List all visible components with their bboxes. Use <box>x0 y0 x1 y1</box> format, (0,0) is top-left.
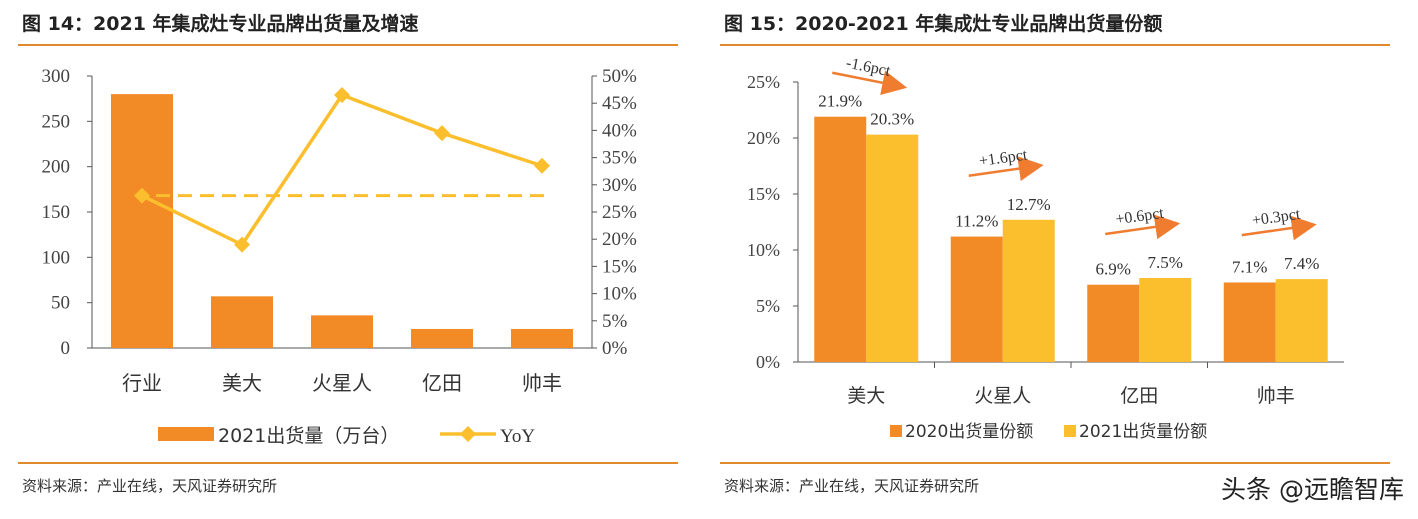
change-annotation: +0.3pct <box>1251 206 1302 230</box>
y-right-tick-label: 25% <box>602 202 637 223</box>
bar-火星人-s0 <box>950 236 1003 362</box>
bar-亿田 <box>411 328 473 348</box>
y-left-tick-label: 50 <box>51 293 70 314</box>
bar-帅丰 <box>511 328 573 348</box>
y-right-tick-label: 50% <box>602 66 637 87</box>
x-tick-label: 美大 <box>847 385 885 407</box>
change-annotation: +0.6pct <box>1114 205 1165 229</box>
bar-data-label: 20.3% <box>870 110 914 129</box>
x-tick-label: 帅丰 <box>522 371 562 395</box>
yoy-marker-帅丰 <box>534 157 550 174</box>
legend-bar-label: 2021出货量（万台） <box>218 425 399 447</box>
figure-14-title: 图 14：2021 年集成灶专业品牌出货量及增速 <box>22 13 419 35</box>
y-left-tick-label: 300 <box>42 66 71 87</box>
change-arrow <box>1241 215 1317 241</box>
y-right-tick-label: 40% <box>602 120 637 141</box>
y-left-tick-label: 200 <box>42 157 71 178</box>
legend-2021-swatch <box>1064 425 1076 437</box>
change-arrow <box>968 156 1044 181</box>
bar-data-label: 12.7% <box>1007 195 1051 214</box>
figure-14-panel: 图 14：2021 年集成灶专业品牌出货量及增速 0 50 100 150 200 250… <box>0 0 690 519</box>
x-tick-label: 亿田 <box>422 371 462 395</box>
bar-data-label: 7.1% <box>1232 257 1267 276</box>
figure-15-bottom-rule <box>720 462 1390 464</box>
change-annotation: +1.6pct <box>978 146 1029 170</box>
figure-14-top-rule <box>18 44 678 46</box>
change-arrow <box>832 70 908 96</box>
y-left-tick-label: 150 <box>42 202 71 223</box>
bar-帅丰-s0 <box>1223 282 1276 362</box>
figure-15-top-rule <box>720 44 1390 46</box>
legend-line-label: YoY <box>500 426 535 447</box>
x-tick-label: 火星人 <box>974 385 1031 407</box>
y-left-tick-label: 250 <box>42 111 71 132</box>
y-tick-label: 5% <box>756 296 780 316</box>
legend-bar-swatch <box>158 427 214 441</box>
y-tick-label: 15% <box>747 184 780 204</box>
y-right-tick-label: 35% <box>602 148 637 169</box>
y-left-tick-label: 100 <box>42 247 71 268</box>
y-right-tick-label: 10% <box>602 284 637 305</box>
y-tick-label: 25% <box>747 72 780 92</box>
bar-data-label: 7.4% <box>1284 254 1319 273</box>
y-right-tick-label: 0% <box>602 338 628 359</box>
x-tick-label: 帅丰 <box>1257 385 1295 407</box>
x-tick-label: 行业 <box>122 371 162 395</box>
x-tick-label: 亿田 <box>1120 385 1158 407</box>
bar-帅丰-s1 <box>1275 279 1328 362</box>
bar-行业 <box>111 94 173 348</box>
bar-美大 <box>211 296 273 348</box>
y-tick-label: 20% <box>747 128 780 148</box>
figure-15-source: 资料来源：产业在线，天风证券研究所 <box>724 477 980 495</box>
figure-15-title: 图 15：2020-2021 年集成灶专业品牌出货量份额 <box>724 13 1163 35</box>
y-left-tick-label: 0 <box>61 338 71 359</box>
yoy-marker-行业 <box>134 187 150 204</box>
share-chart: 0% 5% 10% 15% 20% 25% 21.9% 11.2% 6.9% 7.1% 20.3% 1… <box>747 55 1344 442</box>
figure-14-bottom-rule <box>18 462 678 464</box>
figure-15-panel: 图 15：2020-2021 年集成灶专业品牌出货量份额 0% 5% 10% 15% 2… <box>712 0 1418 519</box>
yoy-marker-亿田 <box>434 125 450 142</box>
bar-data-label: 7.5% <box>1148 253 1183 272</box>
legend-line-marker <box>460 426 476 442</box>
watermark: 头条 @远瞻智库 <box>1221 475 1404 504</box>
y-tick-label: 10% <box>747 240 780 260</box>
x-tick-label: 火星人 <box>312 371 372 395</box>
bar-data-label: 11.2% <box>955 212 998 231</box>
legend-2020-swatch <box>890 425 902 437</box>
bar-美大-s0 <box>814 116 867 362</box>
legend-2021-label: 2021出货量份额 <box>1079 422 1207 442</box>
y-right-tick-label: 30% <box>602 175 637 196</box>
y-right-tick-label: 15% <box>602 256 637 277</box>
y-tick-label: 0% <box>756 352 780 372</box>
yoy-marker-火星人 <box>334 87 350 104</box>
bar-data-label: 6.9% <box>1096 260 1131 279</box>
figure-14-source: 资料来源：产业在线，天风证券研究所 <box>22 477 278 495</box>
bar-火星人-s1 <box>1002 219 1055 362</box>
bar-火星人 <box>311 315 373 348</box>
y-right-tick-label: 5% <box>602 311 628 332</box>
bar-亿田-s0 <box>1087 284 1140 362</box>
bar-data-label: 21.9% <box>818 92 862 111</box>
yoy-line <box>141 92 543 247</box>
bar-亿田-s1 <box>1139 278 1192 362</box>
x-tick-label: 美大 <box>222 371 262 395</box>
bar-美大-s1 <box>866 134 919 362</box>
y-right-tick-label: 45% <box>602 93 637 114</box>
shipment-chart: 0 50 100 150 200 250 300 0% 5% 10% 15% 20% 25% 30% 35%… <box>42 66 638 447</box>
yoy-marker-美大 <box>234 236 250 253</box>
change-arrow <box>1105 214 1181 240</box>
legend-2020-label: 2020出货量份额 <box>905 422 1033 442</box>
y-right-tick-label: 20% <box>602 229 637 250</box>
